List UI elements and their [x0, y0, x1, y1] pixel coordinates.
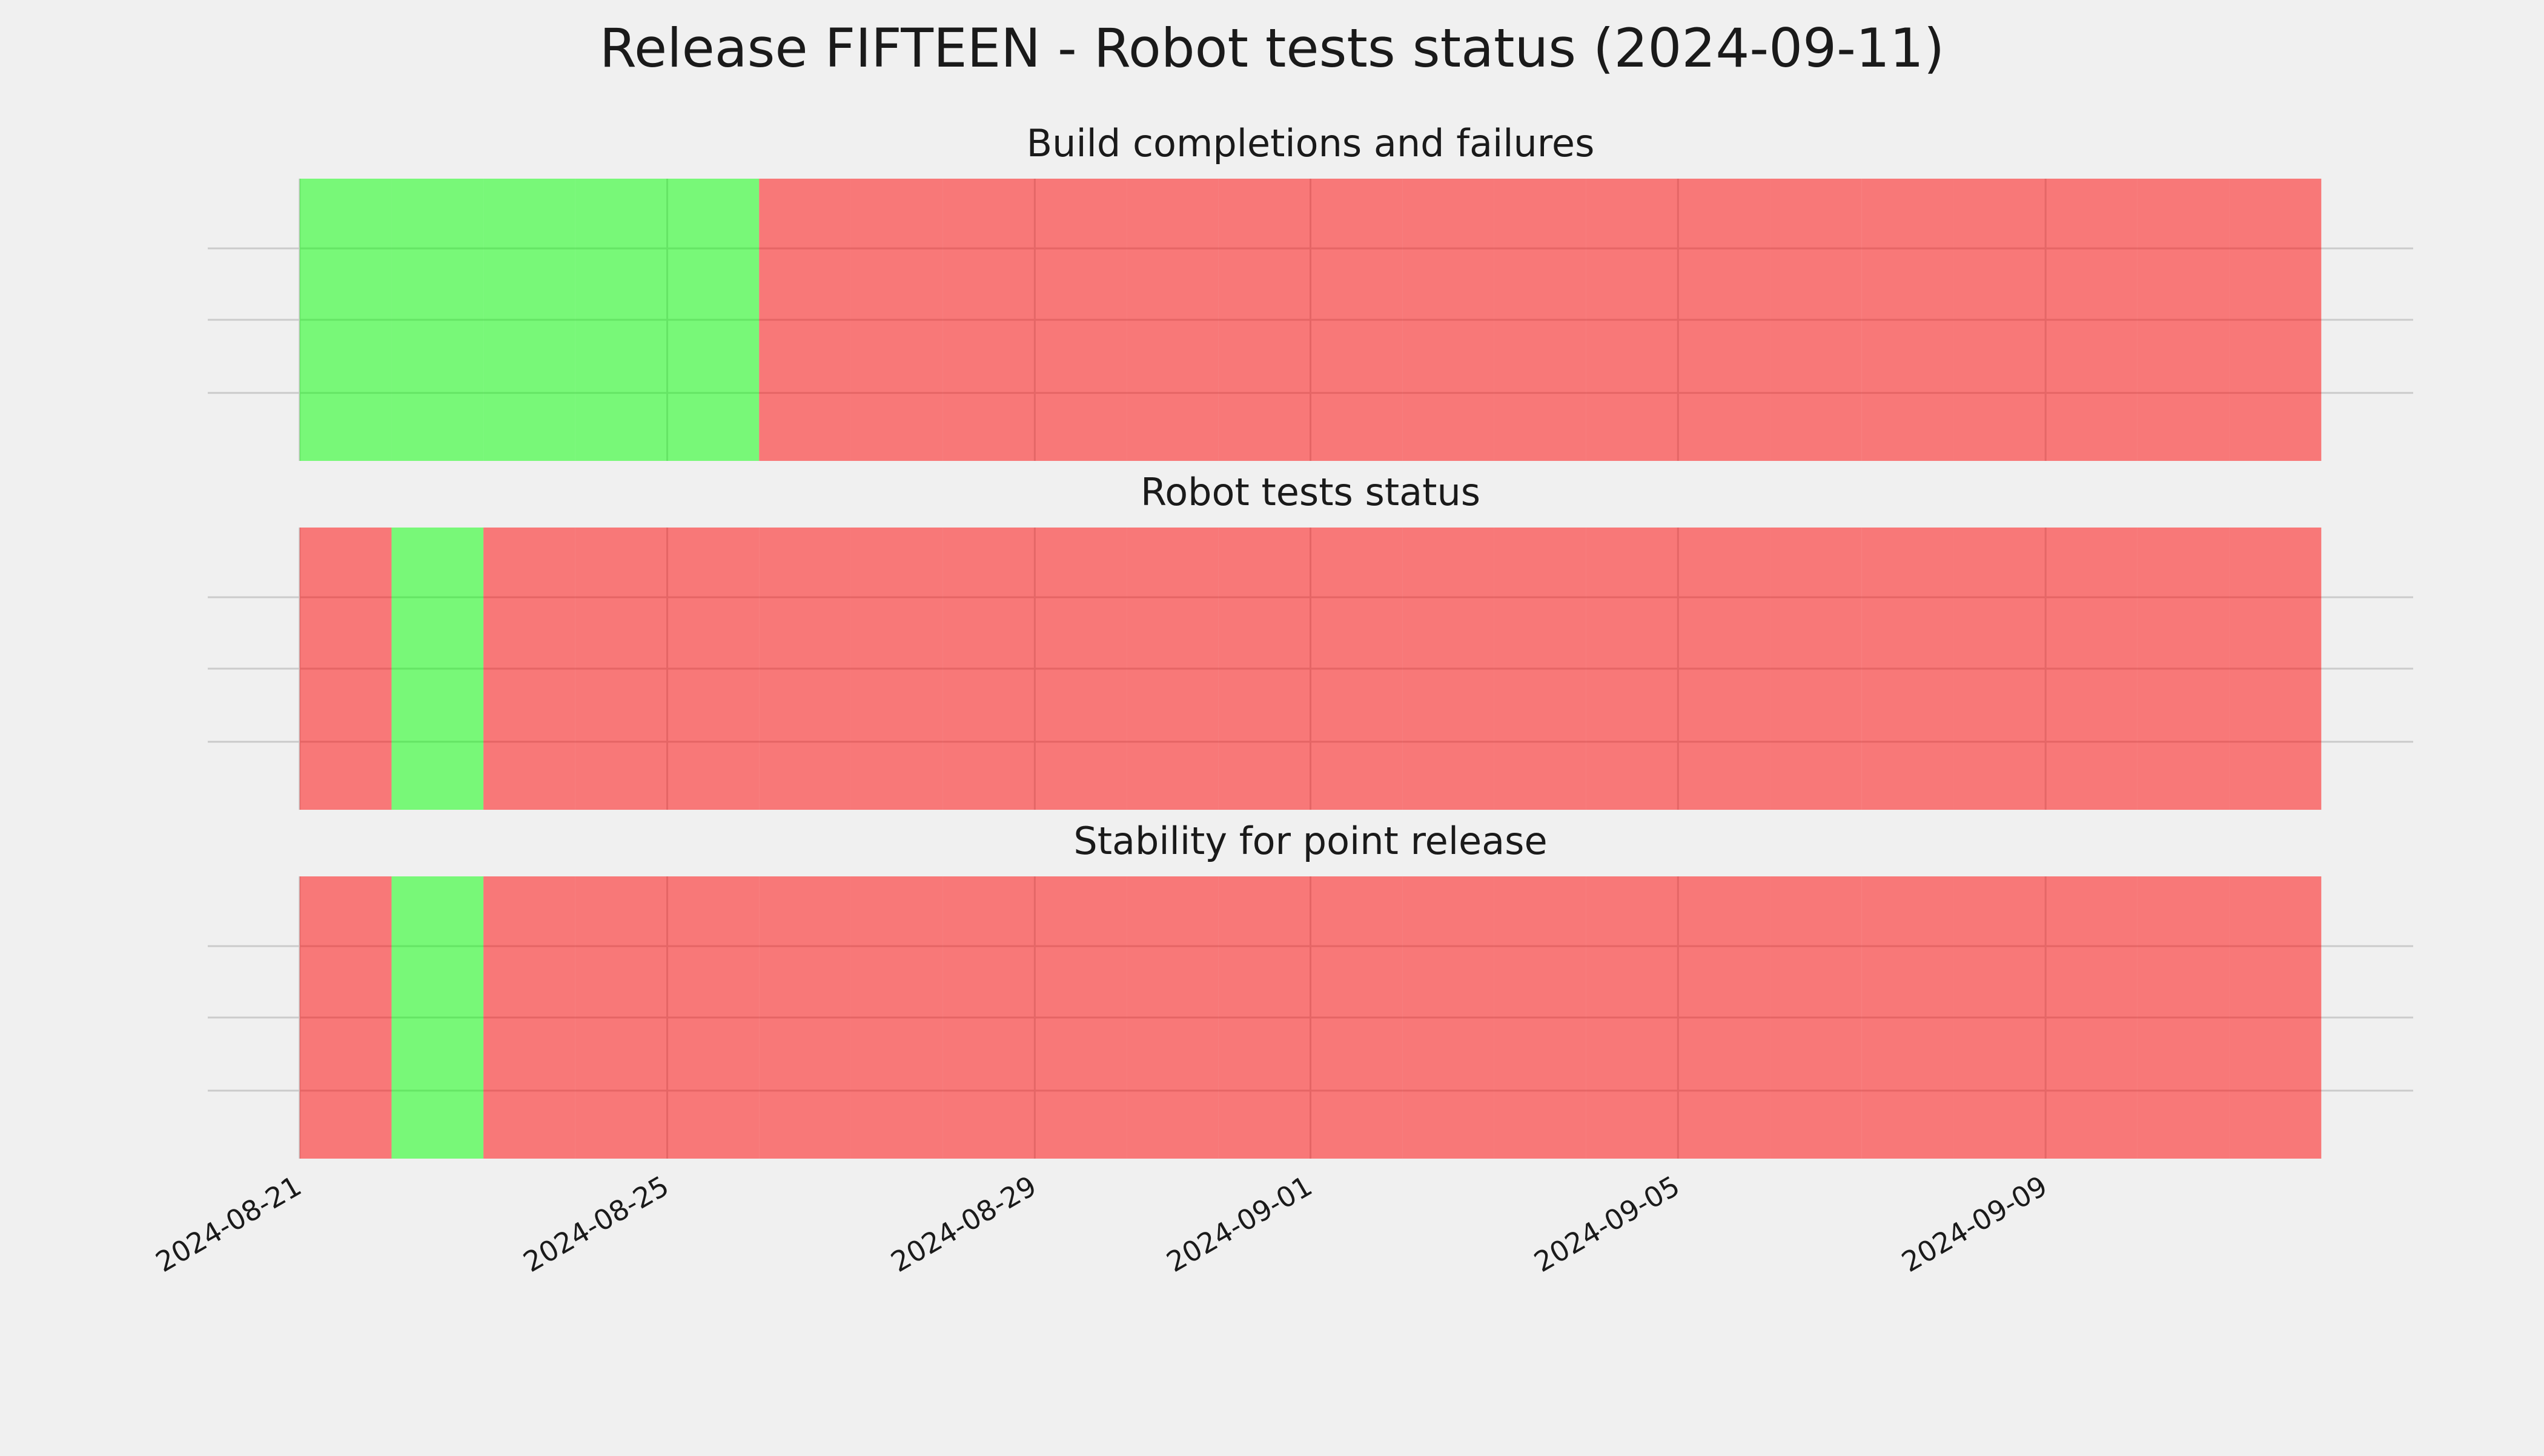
status-bar [1678, 179, 1771, 461]
status-bar [1494, 528, 1586, 810]
status-bar [759, 179, 851, 461]
status-bar [2137, 179, 2230, 461]
status-bar [483, 179, 575, 461]
status-bar [1770, 528, 1862, 810]
status-bar [1586, 528, 1678, 810]
status-bar [1861, 528, 1954, 810]
x-tick-label: 2024-08-29 [886, 1170, 1042, 1279]
status-bar [759, 528, 851, 810]
status-bar [759, 876, 851, 1159]
status-bar [1953, 876, 2046, 1159]
status-bar [2045, 528, 2138, 810]
status-bar [391, 876, 484, 1159]
status-bar [2229, 876, 2322, 1159]
status-bar [1953, 179, 2046, 461]
status-bar [2229, 179, 2322, 461]
status-bar [1310, 179, 1403, 461]
status-bar [1035, 179, 1127, 461]
status-bar [667, 179, 760, 461]
status-bar [2045, 876, 2138, 1159]
subplot-title: Stability for point release [1073, 819, 1547, 863]
status-bar [2045, 179, 2138, 461]
x-tick-label: 2024-09-01 [1161, 1170, 1318, 1279]
subplot-title: Build completions and failures [1027, 121, 1595, 165]
status-bar [1953, 528, 2046, 810]
x-tick-label: 2024-08-25 [518, 1170, 675, 1279]
status-bar [1586, 876, 1678, 1159]
status-bar [299, 876, 392, 1159]
status-bar [1494, 179, 1586, 461]
x-tick-label: 2024-08-21 [150, 1170, 307, 1279]
status-bar [2137, 876, 2230, 1159]
status-bar [391, 528, 484, 810]
chart-title: Release FIFTEEN - Robot tests status (20… [600, 17, 1944, 79]
status-bar [850, 876, 943, 1159]
status-bar [1218, 179, 1311, 461]
status-bar [1402, 528, 1494, 810]
x-tick-label: 2024-09-09 [1896, 1170, 2053, 1279]
status-bar [1218, 528, 1311, 810]
status-bar [391, 179, 484, 461]
status-bar [1310, 876, 1403, 1159]
status-bar [1678, 528, 1771, 810]
status-bar [299, 179, 392, 461]
status-bar [850, 528, 943, 810]
status-bar [1861, 876, 1954, 1159]
x-tick-label: 2024-09-05 [1529, 1170, 1686, 1279]
subplot-title: Robot tests status [1141, 470, 1480, 514]
status-bar [575, 528, 667, 810]
status-bar [1127, 528, 1219, 810]
status-bar [483, 876, 575, 1159]
status-bar [1861, 179, 1954, 461]
status-bar [850, 179, 943, 461]
status-bar [575, 179, 667, 461]
status-bar [1035, 876, 1127, 1159]
status-bar [483, 528, 575, 810]
status-bar [667, 528, 760, 810]
status-bar [1310, 528, 1403, 810]
status-bar [575, 876, 667, 1159]
status-bar [1770, 179, 1862, 461]
status-bar [299, 528, 392, 810]
status-bar [2137, 528, 2230, 810]
status-bar [942, 528, 1035, 810]
status-bar [1770, 876, 1862, 1159]
status-bar [942, 179, 1035, 461]
status-bar [942, 876, 1035, 1159]
status-bar [1678, 876, 1771, 1159]
status-bar [1035, 528, 1127, 810]
status-bar [1402, 179, 1494, 461]
status-bar [667, 876, 760, 1159]
status-bar [2229, 528, 2322, 810]
status-bar [1127, 876, 1219, 1159]
status-bar [1127, 179, 1219, 461]
status-bar [1218, 876, 1311, 1159]
status-bar [1586, 179, 1678, 461]
status-bar [1494, 876, 1586, 1159]
status-bar [1402, 876, 1494, 1159]
